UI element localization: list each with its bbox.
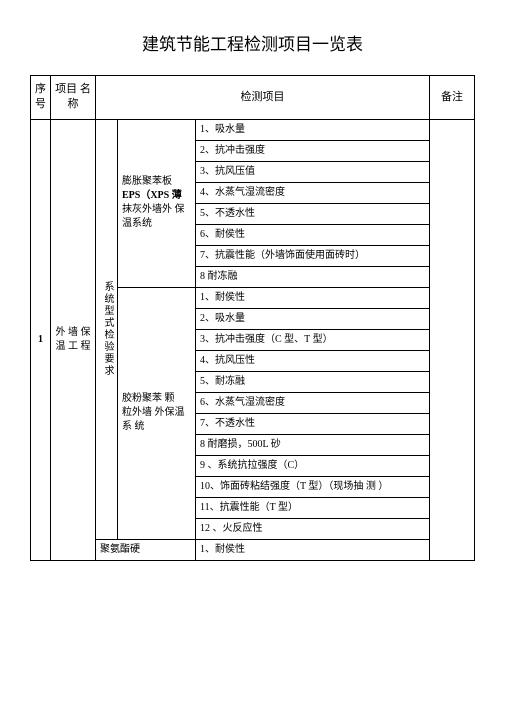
item-cell: 8 耐磨损，500L 砂 xyxy=(196,434,430,455)
item-cell: 3、抗冲击强度（C 型、T 型） xyxy=(196,329,430,350)
table-header-row: 序号 项目 名称 检测项目 备注 xyxy=(31,76,475,120)
item-cell: 1、耐侯性 xyxy=(196,287,430,308)
item-cell: 2、吸水量 xyxy=(196,308,430,329)
header-remark: 备注 xyxy=(430,76,475,120)
type2-cell: 胶粉聚苯 颗 粒外墙 外保温 系 统 xyxy=(118,287,196,539)
item-cell: 1、吸水量 xyxy=(196,119,430,140)
header-project: 项目 名称 xyxy=(51,76,96,120)
sysreq-text: 系统型式检验要求 xyxy=(100,281,114,377)
type3-cell: 聚氨酯硬 xyxy=(96,539,196,560)
item-cell: 7、抗震性能（外墙饰面使用面砖时） xyxy=(196,245,430,266)
type1-line3: 抹灰外墙外 保温系统 xyxy=(122,203,191,231)
item-cell: 4、抗风压性 xyxy=(196,350,430,371)
remark-cell xyxy=(430,119,475,560)
item-cell: 5、不透水性 xyxy=(196,203,430,224)
page-title: 建筑节能工程检测项目一览表 xyxy=(30,30,475,55)
type2-line1: 胶粉聚苯 颗 xyxy=(122,392,191,406)
type1-cell: 膨胀聚苯板 EPS（XPS 薄 抹灰外墙外 保温系统 xyxy=(118,119,196,287)
item-cell: 2、抗冲击强度 xyxy=(196,140,430,161)
type2-line2: 粒外墙 外保温 xyxy=(122,406,191,420)
item-cell: 6、水蒸气湿流密度 xyxy=(196,392,430,413)
item-cell: 4、水蒸气湿流密度 xyxy=(196,182,430,203)
sysreq-cell: 系统型式检验要求 xyxy=(96,119,118,539)
type1-line1: 膨胀聚苯板 xyxy=(122,175,191,189)
item-cell: 1、耐侯性 xyxy=(196,539,430,560)
item-cell: 5、耐冻融 xyxy=(196,371,430,392)
seq-cell: 1 xyxy=(31,119,51,560)
type1-line2: EPS（XPS 薄 xyxy=(122,189,191,203)
item-cell: 10、饰面砖粘结强度（T 型）（现场抽 测 ） xyxy=(196,476,430,497)
item-cell: 3、抗风压值 xyxy=(196,161,430,182)
item-cell: 7、不透水性 xyxy=(196,413,430,434)
item-cell: 8 耐冻融 xyxy=(196,266,430,287)
inspection-table: 序号 项目 名称 检测项目 备注 1 外 墙 保温 工 程 系统型式检验要求 膨… xyxy=(30,75,475,561)
header-inspect: 检测项目 xyxy=(96,76,430,120)
item-cell: 12 、火反应性 xyxy=(196,518,430,539)
project-cell: 外 墙 保温 工 程 xyxy=(51,119,96,560)
type2-line3: 系 统 xyxy=(122,420,191,434)
table-row: 1 外 墙 保温 工 程 系统型式检验要求 膨胀聚苯板 EPS（XPS 薄 抹灰… xyxy=(31,119,475,140)
item-cell: 6、耐侯性 xyxy=(196,224,430,245)
item-cell: 11、抗震性能（T 型） xyxy=(196,497,430,518)
header-seq: 序号 xyxy=(31,76,51,120)
table-row: 聚氨酯硬 1、耐侯性 xyxy=(31,539,475,560)
item-cell: 9 、系统抗拉强度（C） xyxy=(196,455,430,476)
